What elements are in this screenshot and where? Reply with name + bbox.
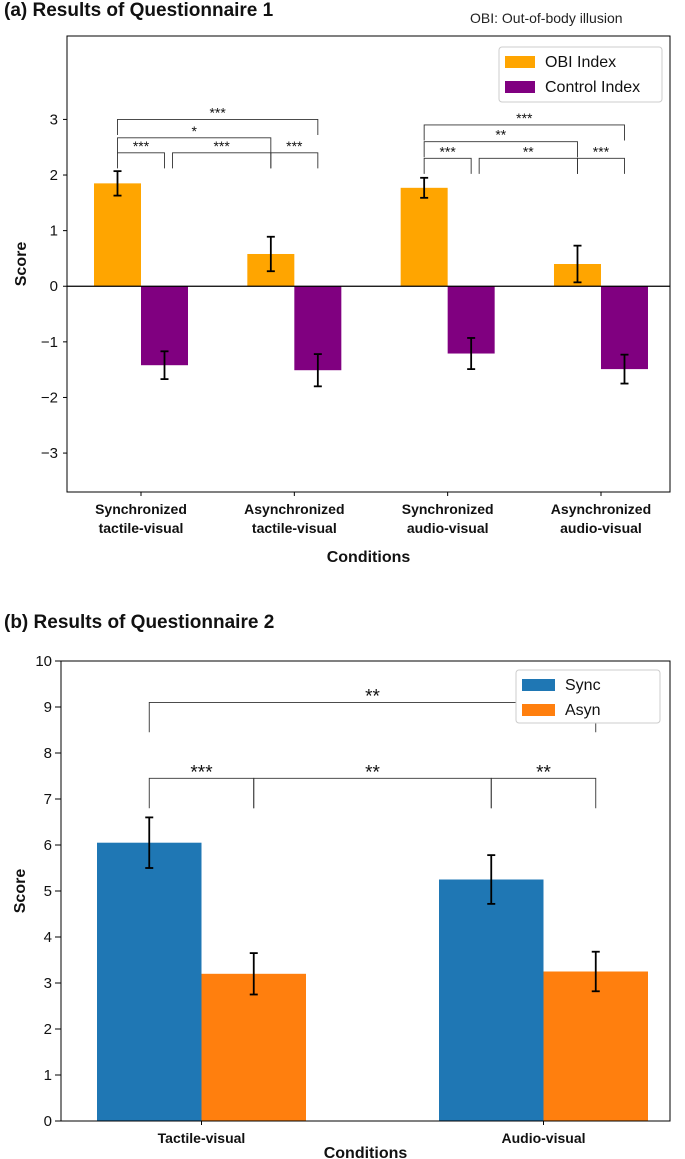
significance-label: ***: [516, 110, 533, 126]
x-tick-label: tactile-visual: [99, 520, 184, 536]
bar-asyn-0: [201, 973, 306, 1121]
y-tick-label: 4: [44, 929, 52, 946]
x-tick-label: Synchronized: [402, 501, 494, 517]
x-tick-label: Asynchronized: [551, 501, 651, 517]
significance-label: ***: [213, 138, 230, 154]
x-tick-label: audio-visual: [560, 520, 642, 536]
error-bar: [573, 244, 582, 284]
significance-bracket: *: [117, 123, 272, 154]
significance-bracket: ***: [577, 143, 625, 174]
y-tick-label: 7: [44, 791, 52, 808]
x-tick-label: audio-visual: [407, 520, 489, 536]
y-tick-label: −1: [41, 334, 58, 351]
bar-asyn-1: [543, 971, 648, 1121]
significance-label: **: [536, 762, 551, 783]
error-bar: [487, 854, 496, 905]
legend-label: OBI Index: [545, 54, 616, 71]
x-axis-label: Conditions: [324, 1145, 408, 1159]
bar-obi-index-2: [400, 187, 448, 287]
y-tick-label: 0: [44, 1113, 52, 1130]
y-tick-label: 8: [44, 745, 52, 762]
significance-label: **: [365, 686, 380, 707]
legend-label: Control Index: [545, 79, 640, 96]
legend-label: Sync: [565, 677, 601, 694]
legend-swatch: [505, 56, 535, 68]
y-tick-label: 5: [44, 883, 52, 900]
bar-obi-index-0: [94, 183, 141, 287]
x-axis-label: Conditions: [327, 549, 411, 566]
significance-label: **: [523, 143, 534, 159]
error-bar: [420, 176, 429, 199]
significance-bracket: ***: [423, 143, 472, 174]
y-axis-label: Score: [13, 242, 30, 287]
significance-bracket: ***: [117, 104, 319, 135]
significance-bracket: **: [253, 762, 492, 809]
x-tick-label: Synchronized: [95, 501, 187, 517]
x-tick-label: tactile-visual: [252, 520, 337, 536]
error-bar: [591, 950, 600, 993]
x-tick-label: Asynchronized: [244, 501, 344, 517]
error-bar: [249, 952, 258, 996]
error-bar: [467, 337, 476, 371]
y-tick-label: 3: [44, 975, 52, 992]
y-tick-label: −3: [41, 445, 58, 462]
chart-a: −3 −2 −1 0 1 2 3 Synchronized tactile-visual Asyn…: [13, 35, 671, 566]
legend: OBI Index Control Index: [498, 46, 663, 103]
legend-swatch: [505, 81, 535, 93]
chart-a-annotation: OBI: Out-of-body illusion: [470, 10, 623, 26]
significance-label: ***: [133, 138, 150, 154]
chart-b: 0 1 2 3 4 5 6 7 8 9 10 Tactile-visual Audio-visual Co…: [12, 653, 671, 1159]
y-tick-label: 2: [44, 1021, 52, 1038]
legend-label: Asyn: [565, 702, 601, 719]
y-axis-label: Score: [12, 869, 29, 914]
error-bar: [620, 353, 629, 385]
y-tick-label: 10: [35, 653, 52, 670]
significance-label: ***: [439, 143, 456, 159]
significance-label: ***: [190, 762, 213, 783]
y-tick-label: 3: [50, 111, 58, 128]
significance-bracket: ***: [270, 138, 319, 169]
significance-bracket: ***: [172, 138, 272, 169]
y-tick-label: 1: [44, 1067, 52, 1084]
significance-label: **: [495, 127, 506, 143]
significance-bracket: ***: [423, 110, 625, 141]
error-bar: [266, 235, 275, 273]
significance-bracket: ***: [148, 762, 255, 809]
legend: Sync Asyn: [515, 669, 661, 724]
significance-label: **: [365, 762, 380, 783]
significance-bracket: **: [490, 762, 597, 809]
chart-b-title: (b) Results of Questionnaire 2: [4, 612, 274, 633]
chart-a-title: (a) Results of Questionnaire 1: [4, 0, 274, 21]
significance-bracket: **: [478, 143, 578, 174]
y-tick-label: 9: [44, 699, 52, 716]
significance-label: ***: [286, 138, 303, 154]
plot-frame: [66, 35, 671, 493]
legend-swatch: [522, 704, 555, 716]
x-tick-label: Tactile-visual: [158, 1130, 246, 1146]
y-tick-label: 0: [50, 278, 58, 295]
error-bar: [160, 350, 169, 381]
y-tick-label: 6: [44, 837, 52, 854]
y-tick-label: 1: [50, 223, 58, 240]
error-bar: [313, 353, 322, 388]
bar-sync-1: [439, 879, 544, 1121]
significance-label: ***: [209, 104, 226, 120]
significance-label: ***: [593, 143, 610, 159]
bar-sync-0: [97, 842, 202, 1121]
significance-bracket: ***: [117, 138, 165, 169]
significance-bracket: **: [423, 127, 578, 158]
y-tick-label: −2: [41, 389, 58, 406]
significance-label: *: [191, 123, 197, 139]
legend-swatch: [522, 679, 555, 691]
y-tick-label: 2: [50, 167, 58, 184]
x-tick-label: Audio-visual: [501, 1130, 585, 1146]
error-bar: [145, 816, 154, 869]
error-bar: [113, 170, 122, 197]
